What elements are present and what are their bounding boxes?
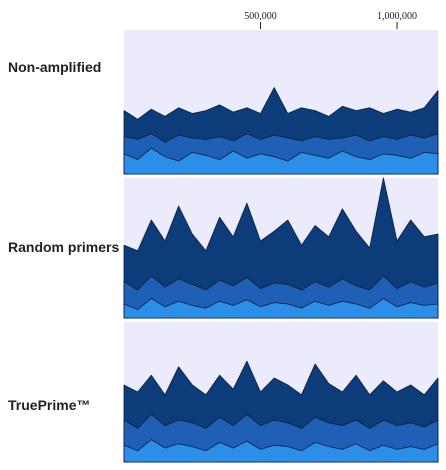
x-axis: 500,000 1,000,000: [244, 11, 417, 29]
row-label-1: Random primers: [8, 239, 119, 255]
panel-1: [123, 177, 439, 319]
panel-1-layer-2: [123, 298, 439, 319]
panel-0-layer-2: [123, 147, 439, 175]
panel-0: [123, 30, 439, 175]
row-label-0: Non-amplified: [8, 59, 101, 75]
row-label-2: TruePrime™: [8, 397, 90, 413]
panels: [123, 30, 439, 463]
panel-2: [123, 322, 439, 463]
panel-1-layer-0: [123, 177, 439, 319]
row-labels: Non-amplified Random primers TruePrime™: [8, 59, 119, 413]
panel-2-layer-2: [123, 439, 439, 463]
x-tick-label-1: 1,000,000: [377, 11, 417, 22]
x-tick-label-0: 500,000: [244, 11, 277, 22]
